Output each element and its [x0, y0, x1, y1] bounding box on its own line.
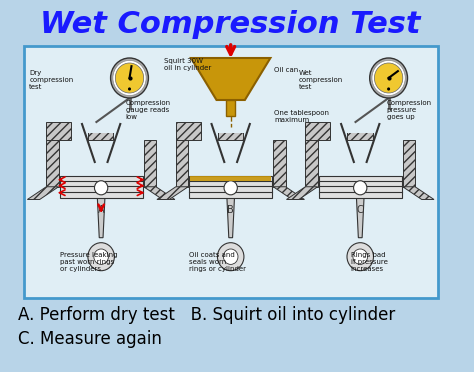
Bar [189, 176, 272, 198]
Text: Compression
pressure
goes up: Compression pressure goes up [387, 100, 432, 120]
Polygon shape [157, 187, 188, 199]
Bar [144, 140, 156, 187]
Bar [347, 122, 373, 140]
Bar [226, 100, 236, 116]
Circle shape [374, 63, 403, 93]
Circle shape [370, 58, 408, 98]
Bar [319, 176, 402, 198]
Polygon shape [286, 187, 318, 199]
Bar [60, 176, 143, 198]
Text: One tablespoon
maximum: One tablespoon maximum [274, 110, 329, 123]
Circle shape [372, 60, 405, 96]
Bar [343, 122, 377, 133]
Circle shape [110, 58, 148, 98]
Bar [46, 140, 59, 187]
Bar [176, 140, 188, 187]
Text: Oil can: Oil can [274, 67, 299, 73]
Circle shape [218, 243, 244, 271]
Circle shape [94, 249, 109, 264]
Text: B: B [228, 205, 234, 215]
Polygon shape [273, 187, 304, 199]
Text: Oil coats and
seals worn
rings or cylinder: Oil coats and seals worn rings or cylind… [189, 252, 246, 272]
Text: Wet Compression Test: Wet Compression Test [40, 10, 421, 38]
Circle shape [224, 181, 237, 195]
Polygon shape [403, 187, 434, 199]
Text: Squirt 30W
oil in cylinder: Squirt 30W oil in cylinder [164, 58, 212, 71]
Circle shape [223, 249, 238, 264]
Polygon shape [191, 58, 270, 100]
Bar [218, 122, 243, 140]
Text: Rings bad
if pressure
increases: Rings bad if pressure increases [351, 252, 388, 272]
Circle shape [347, 243, 374, 271]
Bar [190, 176, 271, 181]
Polygon shape [144, 187, 175, 199]
Circle shape [354, 181, 367, 195]
Circle shape [88, 243, 114, 271]
Text: C. Measure again: C. Measure again [18, 330, 162, 348]
Circle shape [94, 181, 108, 195]
Polygon shape [227, 198, 235, 238]
Bar [214, 122, 248, 133]
FancyBboxPatch shape [24, 46, 438, 298]
Circle shape [115, 63, 144, 93]
Circle shape [387, 87, 390, 91]
Bar [305, 122, 330, 140]
Text: Wet
compression
test: Wet compression test [299, 70, 343, 90]
Text: Dry
compression
test: Dry compression test [29, 70, 73, 90]
Bar [403, 140, 415, 187]
Text: A. Perform dry test   B. Squirt oil into cylinder: A. Perform dry test B. Squirt oil into c… [18, 306, 395, 324]
Bar [84, 122, 118, 133]
Circle shape [113, 60, 146, 96]
Text: C: C [357, 205, 364, 215]
Text: A: A [98, 205, 104, 215]
Text: Pressure leaking
past worn rings
or cylinders: Pressure leaking past worn rings or cyli… [60, 252, 117, 272]
Bar [46, 122, 72, 140]
Bar [88, 122, 113, 140]
Polygon shape [356, 198, 364, 238]
Text: Compression
gauge reads
low: Compression gauge reads low [126, 100, 171, 120]
Bar [305, 140, 318, 187]
Bar [273, 140, 285, 187]
Circle shape [128, 87, 131, 91]
Polygon shape [97, 198, 105, 238]
Circle shape [353, 249, 367, 264]
Bar [176, 122, 201, 140]
Polygon shape [27, 187, 59, 199]
